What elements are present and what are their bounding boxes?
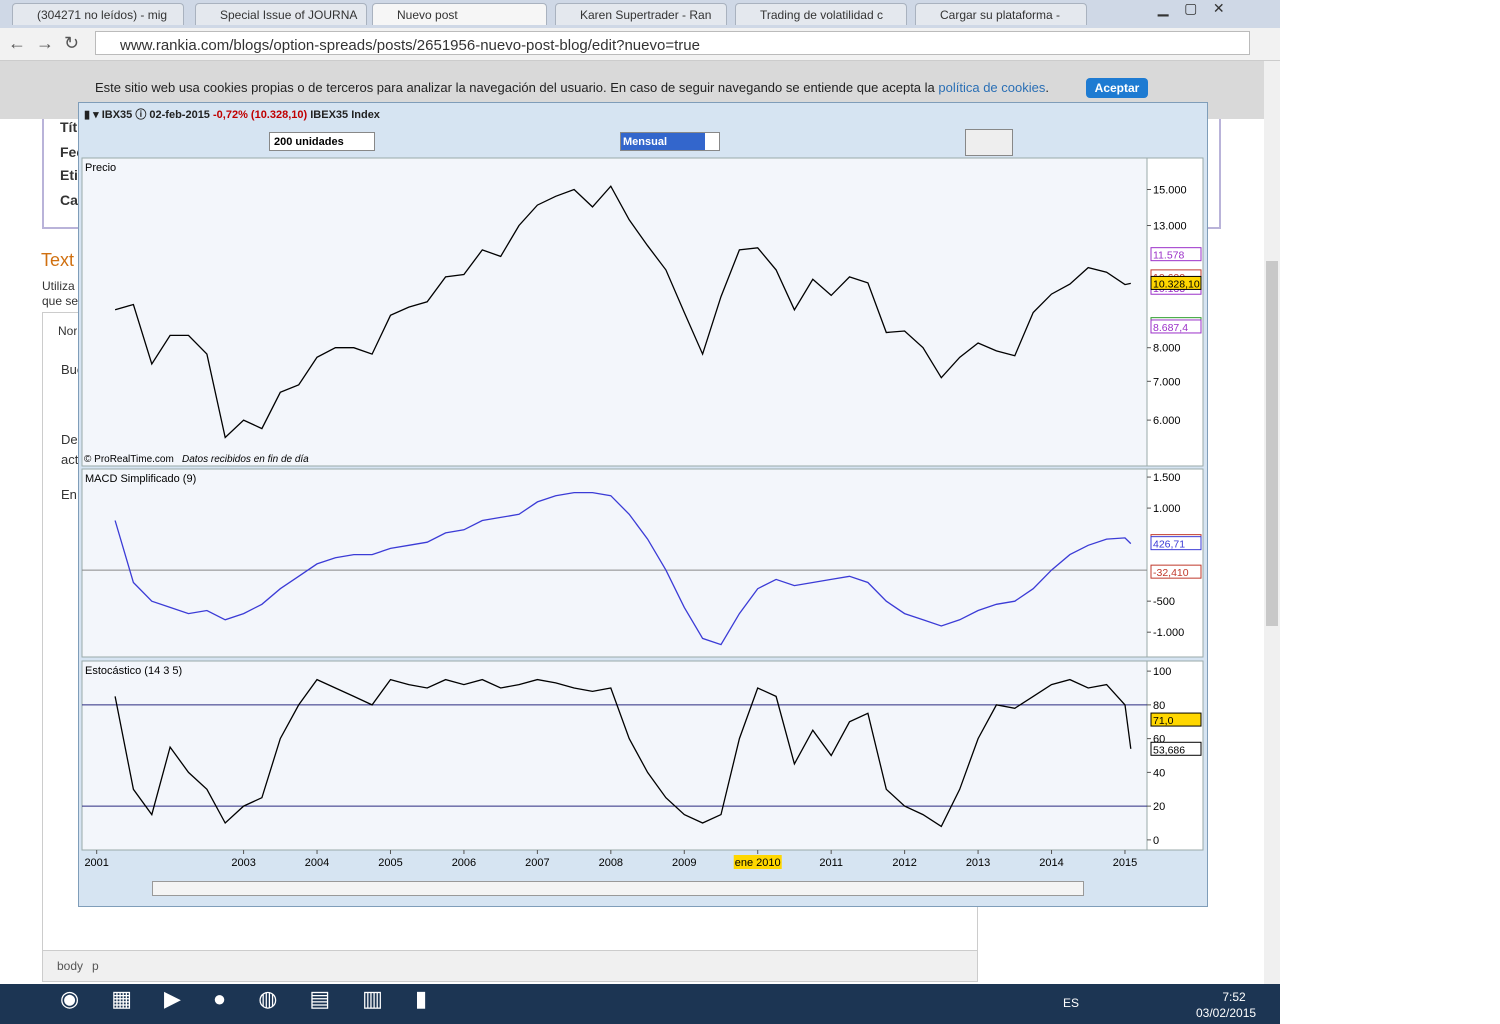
cookie-link[interactable]: política de cookies — [938, 80, 1046, 95]
y-tick-label: -1.000 — [1153, 627, 1184, 639]
page-text: Text — [41, 250, 75, 270]
x-tick-label: 2004 — [305, 857, 329, 869]
x-tick-label: 2008 — [599, 857, 623, 869]
page-text: que se — [42, 294, 79, 308]
axis-panel — [1146, 468, 1204, 658]
x-tick-label: 2012 — [892, 857, 916, 869]
last-value-label: 10.328,10 — [1153, 278, 1200, 290]
last-value-box — [1150, 741, 1202, 756]
x-tick-label: 2005 — [378, 857, 402, 869]
clock-time: 7:52 — [1222, 990, 1246, 1004]
panel-title: Precio — [85, 162, 116, 174]
tab[interactable]: Special Issue of JOURNA — [195, 3, 367, 25]
period-value: Mensual — [621, 133, 705, 150]
scrollbar[interactable] — [1264, 61, 1280, 984]
source: © ProRealTime.com — [84, 454, 174, 465]
page-text: En — [61, 487, 77, 502]
last-value-label: 53,686 — [1153, 744, 1185, 756]
panel — [81, 157, 1148, 467]
tab[interactable]: Trading de volatilidad c — [735, 3, 907, 25]
clock-date: 03/02/2015 — [1196, 1006, 1257, 1020]
last-value-label: 8.687,4 — [1153, 322, 1188, 334]
panel-title: Estocástico (14 3 5) — [85, 665, 182, 677]
y-tick-label: 15.000 — [1153, 185, 1187, 197]
x-tick-label: 2006 — [452, 857, 476, 869]
x-tick-label: 2013 — [966, 857, 990, 869]
panel — [81, 660, 1148, 851]
status-path: body — [57, 959, 84, 973]
y-tick-label: 8.000 — [1153, 343, 1181, 355]
panel-title: MACD Simplificado (9) — [85, 473, 196, 485]
editor-status — [42, 950, 978, 982]
x-tick-label: 2014 — [1039, 857, 1063, 869]
last-value-box — [1150, 275, 1202, 290]
scroll-bar-chart[interactable] — [82, 878, 1148, 898]
cookie-end: . — [1045, 80, 1049, 95]
y-tick-label: 7.000 — [1153, 376, 1181, 388]
last-value-box — [1150, 712, 1202, 727]
chart-type-button[interactable] — [965, 129, 1013, 156]
last-value-box — [1150, 536, 1202, 551]
x-tick-label: 2015 — [1113, 857, 1137, 869]
nav-buttons[interactable]: ← → ↻ — [8, 33, 80, 53]
y-tick-label: 80 — [1153, 700, 1165, 712]
y-tick-label: 100 — [1153, 666, 1171, 678]
taskbar-apps[interactable]: ◉▦▶●◍▤▥▮ — [60, 986, 460, 1011]
page-text: Nor — [58, 324, 78, 338]
y-tick-label: 20 — [1153, 801, 1165, 813]
page-text: Utiliza — [42, 279, 75, 293]
quote-date: 02-feb-2015 — [149, 109, 210, 121]
last-value-label: 426,71 — [1153, 539, 1185, 551]
tab[interactable]: Nuevo post — [372, 3, 547, 25]
cookie-text: Este sitio web usa cookies propias o de … — [95, 80, 1049, 95]
last-value-label: -32,410 — [1153, 567, 1189, 579]
last-value-label: 11.578 — [1153, 250, 1184, 262]
panel — [81, 468, 1148, 658]
y-tick-label: 1.500 — [1153, 472, 1181, 484]
language[interactable]: ES — [1063, 996, 1080, 1010]
instrument: IBEX35 Index — [310, 109, 380, 121]
address-bar[interactable]: www.rankia.com/blogs/option-spreads/post… — [95, 31, 1250, 55]
page-text: Eti — [60, 167, 78, 183]
x-tick-label: 2011 — [819, 857, 843, 869]
last-value-box — [1150, 319, 1202, 334]
x-tick-label: 2009 — [672, 857, 696, 869]
window-controls[interactable]: ▁ ▢ ✕ — [1150, 0, 1225, 16]
y-tick-label: -500 — [1153, 596, 1175, 608]
x-tick-label: ene 2010 — [735, 857, 781, 869]
axis-panel — [1146, 157, 1204, 467]
taskbar — [0, 984, 1280, 1024]
y-tick-label: 40 — [1153, 767, 1165, 779]
page-text: act — [61, 452, 79, 467]
x-tick-label: 2001 — [84, 857, 108, 869]
series-line — [114, 491, 1132, 646]
tab[interactable]: Karen Supertrader - Ran — [555, 3, 727, 25]
x-tick-label: 2007 — [525, 857, 549, 869]
units-select[interactable]: 200 unidades — [269, 132, 375, 151]
y-tick-label: 0 — [1153, 835, 1159, 847]
x-tick-label: 2003 — [231, 857, 255, 869]
period-select[interactable]: Mensual — [620, 132, 720, 151]
source-note: Datos recibidos en fin de día — [182, 454, 309, 465]
y-tick-label: 6.000 — [1153, 415, 1181, 427]
symbol: IBX35 — [101, 109, 133, 121]
page-text: Cat — [60, 192, 83, 208]
accept-button[interactable]: Aceptar — [1086, 78, 1148, 98]
x-tick-highlight — [733, 855, 782, 869]
status-path: p — [92, 959, 99, 973]
last-value-label: 71,0 — [1153, 715, 1174, 727]
y-tick-label: 1.000 — [1153, 503, 1181, 515]
cookie-message: Este sitio web usa cookies propias o de … — [95, 80, 935, 95]
series-line — [114, 185, 1131, 439]
series-line — [114, 678, 1132, 828]
quote-change: -0,72% (10.328,10) — [213, 109, 308, 121]
chart-header: ▮ ▾ IBX35 ⓘ 02-feb-2015 -0,72% (10.328,1… — [84, 109, 380, 121]
last-value-box — [1150, 564, 1202, 579]
tab[interactable]: (304271 no leídos) - mig — [12, 3, 184, 25]
last-value-box — [1150, 247, 1202, 262]
tab[interactable]: Cargar su plataforma - — [915, 3, 1087, 25]
y-tick-label: 13.000 — [1153, 221, 1187, 233]
